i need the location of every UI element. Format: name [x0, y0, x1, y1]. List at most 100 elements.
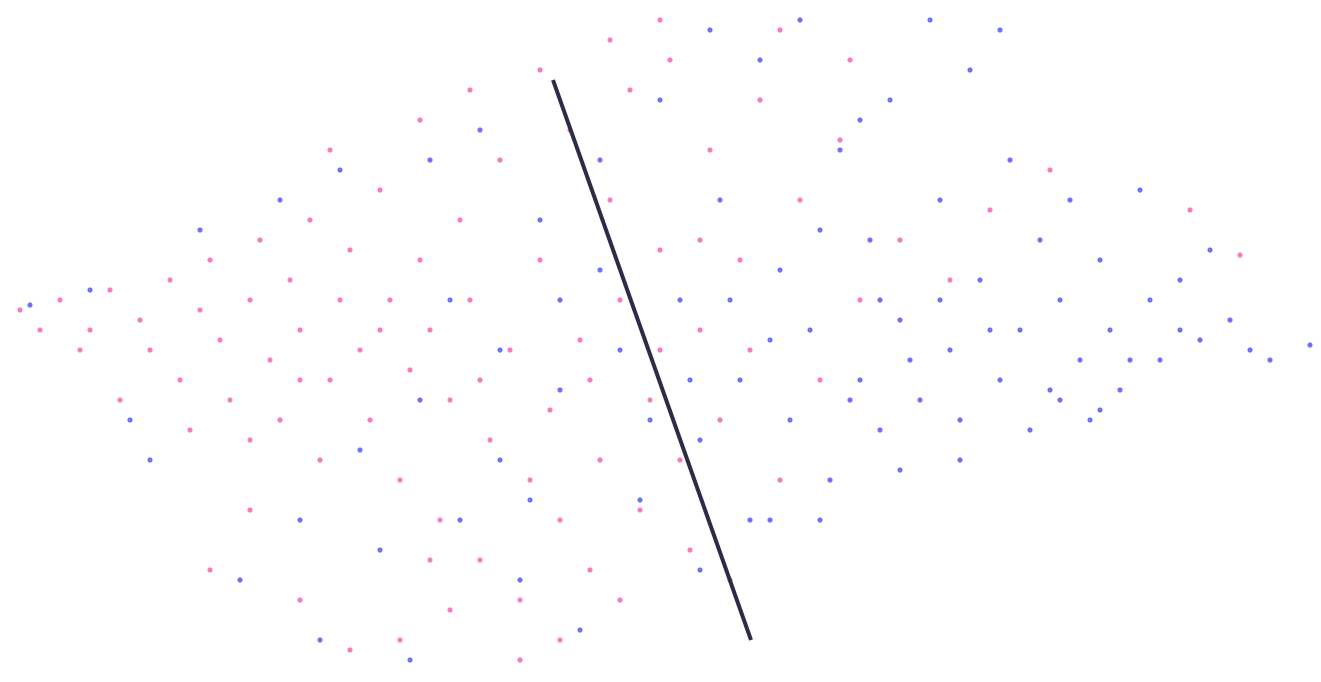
point: [227, 397, 233, 403]
point: [1147, 297, 1153, 303]
point: [447, 297, 453, 303]
point: [447, 607, 453, 613]
point: [347, 647, 353, 653]
point: [547, 407, 553, 413]
point: [397, 637, 403, 643]
point: [487, 437, 493, 443]
point: [297, 597, 303, 603]
point: [667, 57, 673, 63]
point: [857, 377, 863, 383]
point: [557, 387, 563, 393]
point: [897, 237, 903, 243]
point: [17, 307, 23, 313]
point: [597, 267, 603, 273]
point: [577, 337, 583, 343]
point: [717, 197, 723, 203]
point: [147, 457, 153, 463]
point: [1267, 357, 1273, 363]
point: [707, 147, 713, 153]
point: [1057, 297, 1063, 303]
point: [737, 377, 743, 383]
point: [877, 427, 883, 433]
point: [27, 302, 33, 308]
point: [607, 37, 613, 43]
point: [377, 327, 383, 333]
point: [817, 517, 823, 523]
point: [1047, 167, 1053, 173]
point: [957, 417, 963, 423]
point: [1097, 257, 1103, 263]
point: [177, 377, 183, 383]
point: [417, 117, 423, 123]
point: [197, 227, 203, 233]
point: [407, 367, 413, 373]
point: [467, 297, 473, 303]
point: [147, 347, 153, 353]
point: [57, 297, 63, 303]
point: [1207, 247, 1213, 253]
point: [837, 147, 843, 153]
point: [517, 577, 523, 583]
point: [987, 207, 993, 213]
point: [1007, 157, 1013, 163]
point: [787, 417, 793, 423]
point: [747, 517, 753, 523]
point: [857, 117, 863, 123]
point: [297, 377, 303, 383]
point: [377, 187, 383, 193]
point: [107, 287, 113, 293]
point: [977, 277, 983, 283]
point: [757, 97, 763, 103]
point: [117, 397, 123, 403]
point: [217, 337, 223, 343]
point: [1157, 357, 1163, 363]
point: [497, 157, 503, 163]
point: [697, 567, 703, 573]
point: [847, 397, 853, 403]
point: [867, 237, 873, 243]
point: [1067, 197, 1073, 203]
point: [1107, 327, 1113, 333]
point: [357, 347, 363, 353]
point: [1037, 237, 1043, 243]
point: [1137, 187, 1143, 193]
point: [397, 477, 403, 483]
point: [297, 327, 303, 333]
point: [247, 437, 253, 443]
point: [597, 457, 603, 463]
point: [287, 277, 293, 283]
point: [427, 327, 433, 333]
point: [277, 197, 283, 203]
point: [297, 517, 303, 523]
point: [537, 257, 543, 263]
point: [617, 297, 623, 303]
point: [537, 67, 543, 73]
point: [657, 247, 663, 253]
point: [247, 297, 253, 303]
point: [947, 347, 953, 353]
point: [507, 347, 513, 353]
point: [187, 427, 193, 433]
point: [37, 327, 43, 333]
point: [727, 297, 733, 303]
point: [937, 197, 943, 203]
point: [697, 437, 703, 443]
point: [207, 567, 213, 573]
point: [557, 517, 563, 523]
point: [617, 347, 623, 353]
point: [477, 127, 483, 133]
point: [1127, 357, 1133, 363]
point: [427, 157, 433, 163]
point: [1177, 327, 1183, 333]
point: [967, 67, 973, 73]
point: [1077, 357, 1083, 363]
point: [677, 297, 683, 303]
point: [1177, 277, 1183, 283]
point: [617, 597, 623, 603]
point: [1027, 427, 1033, 433]
point: [577, 627, 583, 633]
point: [497, 347, 503, 353]
point: [637, 497, 643, 503]
point: [997, 377, 1003, 383]
point: [1017, 327, 1023, 333]
